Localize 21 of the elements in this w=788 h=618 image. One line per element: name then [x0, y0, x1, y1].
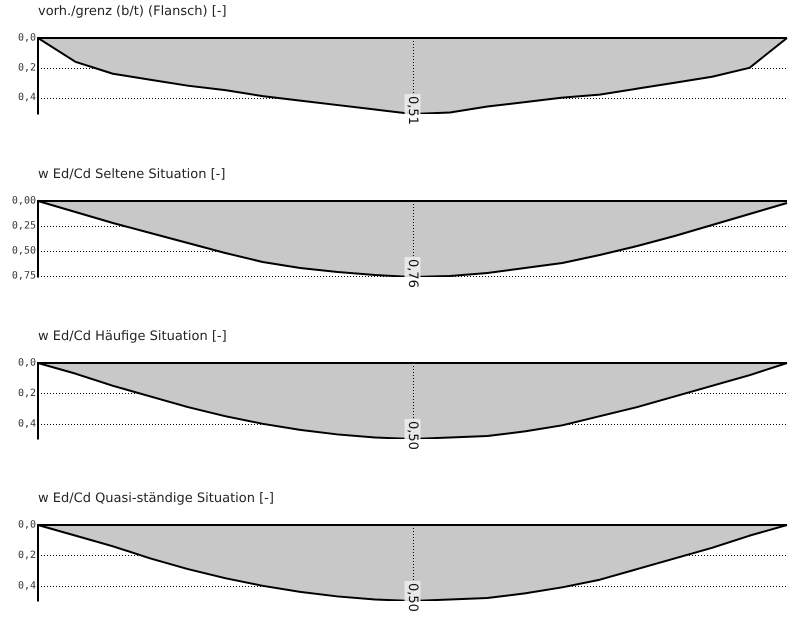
y-tick-label: 0,00 [12, 196, 36, 207]
y-tick-label: 0,25 [12, 220, 36, 232]
y-tick-label: 0,0 [18, 358, 36, 369]
data-label: 0,51 [405, 96, 420, 125]
y-tick-label: 0,2 [18, 550, 36, 561]
data-label: 0,50 [405, 583, 420, 612]
y-tick-label: 0,2 [18, 388, 36, 399]
data-label: 0,76 [405, 259, 420, 288]
chart-title: w Ed/Cd Häufige Situation [-] [38, 329, 227, 344]
data-label: 0,50 [405, 421, 420, 450]
y-tick-label: 0,2 [18, 62, 36, 74]
y-tick-label: 0,4 [18, 580, 36, 592]
chart-title: vorh./grenz (b/t) (Flansch) [-] [38, 4, 227, 19]
y-tick-label: 0,0 [18, 520, 36, 531]
y-tick-label: 0,50 [12, 246, 36, 257]
y-tick-label: 0,4 [18, 92, 36, 104]
y-tick-label: 0,4 [18, 418, 36, 430]
chart-title: w Ed/Cd Quasi-ständige Situation [-] [38, 491, 274, 506]
chart-title: w Ed/Cd Seltene Situation [-] [38, 167, 226, 182]
y-tick-label: 0,0 [18, 32, 36, 44]
y-tick-label: 0,75 [12, 270, 36, 282]
